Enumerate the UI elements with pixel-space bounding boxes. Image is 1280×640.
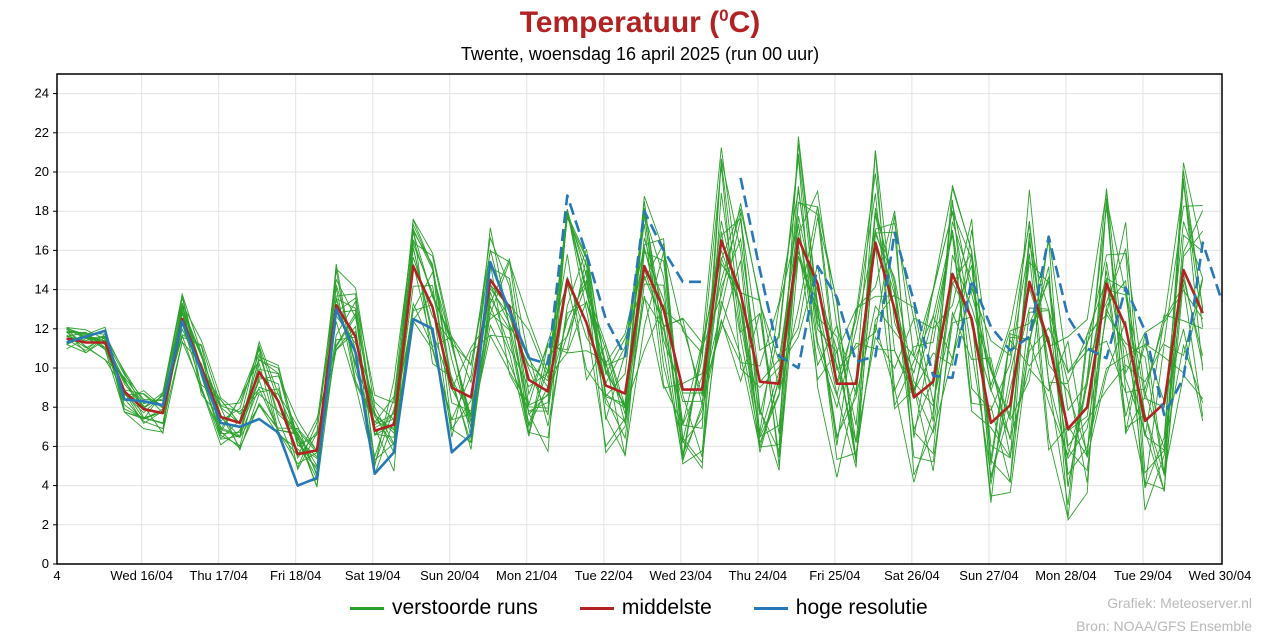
ensemble-member-line [66, 182, 1204, 489]
y-tick-label: 6 [42, 438, 49, 453]
x-tick-label: Wed 16/04 [110, 568, 173, 583]
legend-item-median: middelste [579, 596, 712, 620]
median-line [66, 237, 1204, 456]
x-tick-label: Fri 18/04 [270, 568, 321, 583]
highres-series [66, 177, 1224, 487]
x-tick-label: Sun 20/04 [420, 568, 479, 583]
x-tick-label: 4 [53, 568, 60, 583]
legend-item-highres: hoge resolutie [753, 596, 928, 620]
x-tick-label: Thu 17/04 [189, 568, 248, 583]
x-tick-label: Mon 21/04 [496, 568, 557, 583]
x-tick-label: Tue 29/04 [1114, 568, 1172, 583]
y-tick-label: 4 [42, 478, 49, 493]
legend: verstoorde runs middelste hoge resolutie [350, 594, 970, 622]
ensemble-member-line [66, 183, 1204, 463]
y-tick-label: 12 [35, 321, 49, 336]
legend-swatch-median [579, 606, 614, 610]
legend-swatch-members [350, 606, 384, 610]
credit-source: Bron: NOAA/GFS Ensemble [1076, 618, 1252, 634]
chart-subtitle: Twente, woensdag 16 april 2025 (run 00 u… [460, 44, 820, 64]
y-tick-label: 24 [35, 86, 49, 101]
x-axis: 4 Wed 16/04 Thu 17/04 Fri 18/04 Sat 19/04 Sun… [53, 568, 1251, 583]
y-tick-label: 10 [35, 360, 49, 375]
x-tick-label: Mon 28/04 [1035, 568, 1096, 583]
x-tick-label: Sat 19/04 [345, 568, 401, 583]
legend-label-members: verstoorde runs [392, 596, 538, 619]
x-tick-label: Sun 27/04 [959, 568, 1018, 583]
x-tick-label: Tue 22/04 [575, 568, 633, 583]
chart-title: Temperatuur (0C) [519, 6, 761, 39]
y-tick-label: 18 [35, 203, 49, 218]
ensemble-member-line [66, 162, 1204, 522]
grid [57, 74, 1222, 565]
highres-line [739, 177, 1224, 417]
x-tick-label: Sat 26/04 [884, 568, 940, 583]
y-tick-label: 2 [42, 517, 49, 532]
ensemble-member-line [66, 200, 1203, 486]
x-tick-label: Wed 30/04 [1189, 568, 1252, 583]
y-tick-label: 14 [35, 282, 49, 297]
highres-line [528, 194, 703, 366]
legend-label-highres: hoge resolutie [795, 596, 928, 619]
median-series [66, 237, 1204, 456]
x-tick-label: Thu 24/04 [729, 568, 788, 583]
legend-swatch-highres [753, 606, 788, 610]
plot-frame [56, 73, 1223, 565]
legend-label-median: middelste [621, 596, 712, 619]
highres-line [66, 260, 531, 487]
y-tick-label: 20 [35, 164, 49, 179]
x-tick-label: Fri 25/04 [809, 568, 860, 583]
legend-item-members: verstoorde runs [350, 596, 538, 620]
y-tick-label: 8 [42, 399, 49, 414]
x-tick-label: Wed 23/04 [650, 568, 713, 583]
y-tick-label: 22 [35, 125, 49, 140]
ensemble-members [66, 136, 1204, 522]
y-tick-label: 0 [42, 556, 49, 571]
credit-graph: Grafiek: Meteoserver.nl [1107, 595, 1252, 611]
ensemble-member-line [66, 158, 1203, 488]
y-tick-label: 16 [35, 242, 49, 257]
